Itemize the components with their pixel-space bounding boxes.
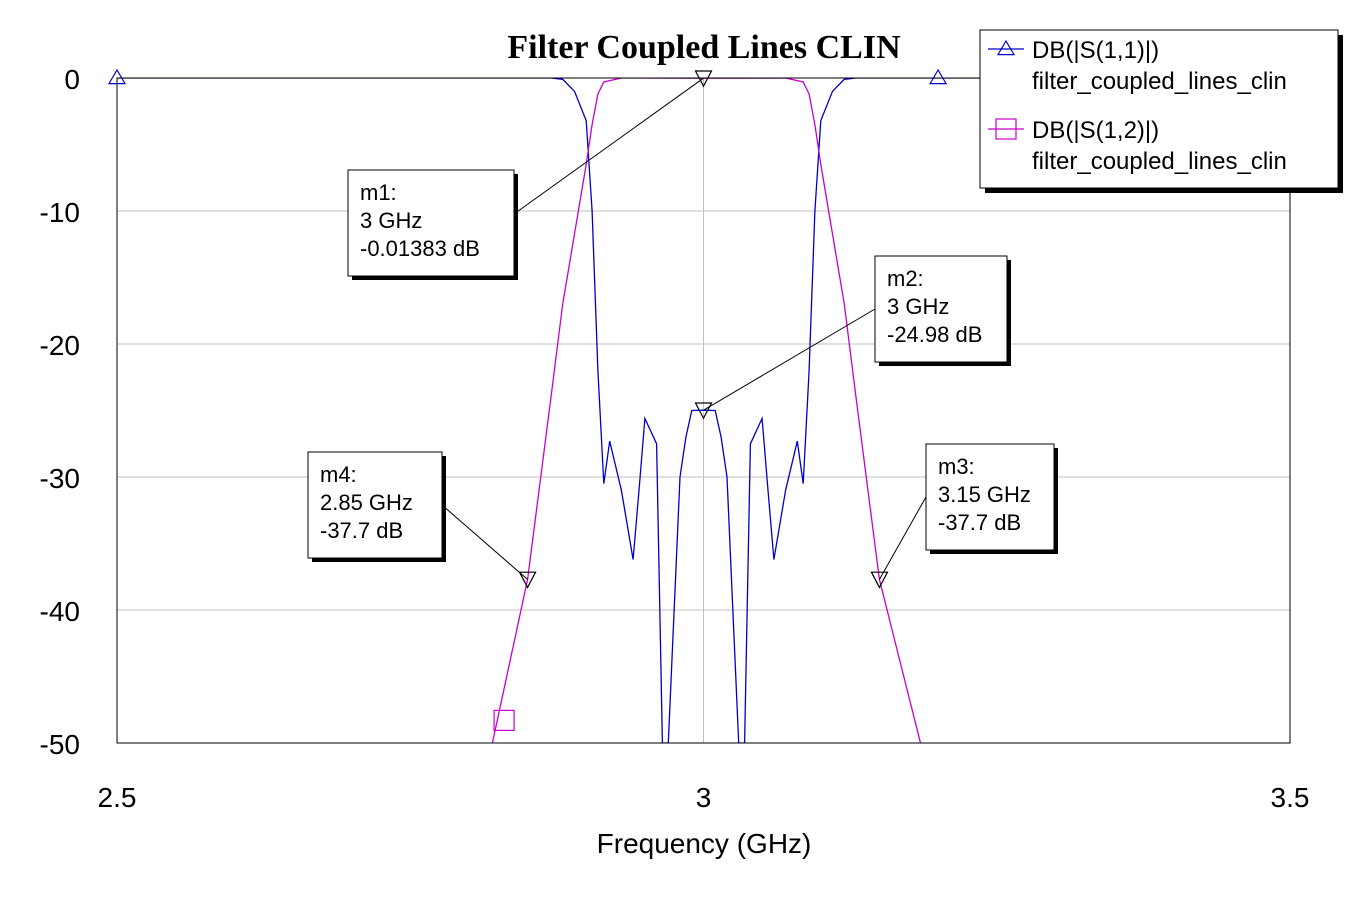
legend-series-subname: filter_coupled_lines_clin	[1032, 148, 1287, 175]
y-tick-label: -10	[40, 197, 80, 228]
marker-label-line: 3 GHz	[360, 208, 422, 233]
marker-leader-m1	[514, 78, 704, 214]
y-tick-label: -20	[40, 330, 80, 361]
marker-leader-m2	[704, 309, 876, 410]
marker-label-line: m3:	[938, 454, 975, 479]
marker-leader-m3	[879, 497, 926, 579]
legend-series-name: DB(|S(1,2)|)	[1032, 117, 1159, 144]
x-axis-label: Frequency (GHz)	[597, 828, 812, 859]
legend-series-name: DB(|S(1,1)|)	[1032, 37, 1159, 64]
y-axis-ticks: 0 -10 -20 -30 -40 -50	[40, 64, 80, 760]
marker-label-line: m4:	[320, 462, 357, 487]
y-tick-label: 0	[64, 64, 80, 95]
series-symbol-triangle	[930, 70, 946, 84]
marker-leader-m4	[442, 505, 528, 579]
markers: m1: 3 GHz -0.01383 dB m2: 3 GHz -24.98 dB m3: 3…	[109, 70, 1058, 730]
legend-series-subname: filter_coupled_lines_clin	[1032, 68, 1287, 95]
x-tick-label: 3.5	[1271, 782, 1310, 813]
y-tick-label: -50	[40, 729, 80, 760]
marker-label-line: -37.7 dB	[320, 518, 403, 543]
marker-label-line: -24.98 dB	[887, 322, 982, 347]
marker-label-line: 2.85 GHz	[320, 490, 413, 515]
y-tick-label: -30	[40, 463, 80, 494]
x-tick-label: 2.5	[98, 782, 137, 813]
marker-label-line: m2:	[887, 266, 924, 291]
y-tick-label: -40	[40, 596, 80, 627]
marker-label-line: 3.15 GHz	[938, 482, 1031, 507]
x-tick-label: 3	[696, 782, 712, 813]
marker-label-line: -37.7 dB	[938, 510, 1021, 535]
marker-label-line: m1:	[360, 180, 397, 205]
chart-title: Filter Coupled Lines CLIN	[507, 29, 901, 66]
marker-label-line: 3 GHz	[887, 294, 949, 319]
marker-label-line: -0.01383 dB	[360, 236, 480, 261]
x-axis-ticks: 2.5 3 3.5	[98, 782, 1310, 813]
legend: DB(|S(1,1)|) filter_coupled_lines_clin DB(…	[980, 30, 1343, 193]
